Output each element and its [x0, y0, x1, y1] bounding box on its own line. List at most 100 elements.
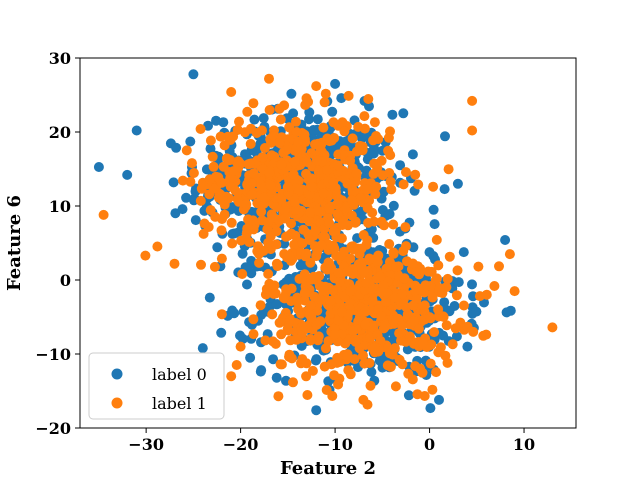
point-label-1 [381, 296, 391, 307]
point-label-1 [337, 220, 348, 230]
point-label-1 [188, 168, 199, 178]
point-label-1 [458, 300, 469, 311]
point-label-1 [348, 244, 359, 255]
point-label-1 [329, 329, 340, 340]
point-label-1 [333, 379, 344, 390]
point-label-0 [395, 160, 406, 171]
point-label-1 [415, 263, 426, 274]
point-label-1 [413, 323, 424, 334]
point-label-1 [324, 258, 335, 268]
point-label-1 [380, 321, 391, 332]
point-label-1 [177, 175, 188, 186]
point-label-1 [329, 183, 340, 194]
point-label-0 [272, 299, 283, 310]
point-label-1 [364, 254, 375, 265]
point-label-1 [301, 248, 312, 259]
point-label-0 [366, 367, 377, 377]
point-label-1 [288, 169, 299, 180]
point-label-1 [271, 226, 282, 237]
point-label-1 [364, 358, 375, 368]
point-label-1 [427, 292, 438, 303]
point-label-1 [245, 138, 256, 149]
legend-label-1: label 1 [152, 394, 207, 413]
point-label-1 [447, 339, 458, 350]
point-label-1 [390, 381, 401, 392]
point-label-1 [299, 321, 310, 332]
point-label-0 [177, 204, 188, 215]
point-label-0 [471, 306, 482, 317]
point-label-1 [276, 359, 287, 370]
point-label-1 [322, 165, 333, 175]
point-label-0 [197, 343, 208, 354]
point-label-1 [187, 158, 197, 169]
point-label-1 [274, 137, 285, 148]
point-label-1 [279, 205, 290, 216]
point-label-0 [310, 355, 321, 366]
point-label-1 [339, 126, 350, 137]
point-label-1 [243, 214, 254, 225]
point-label-1 [353, 121, 364, 132]
point-label-1 [408, 300, 419, 311]
point-label-1 [396, 320, 407, 331]
point-label-1 [468, 326, 479, 337]
x-axis-label: Feature 2 [280, 458, 376, 479]
point-label-0 [286, 88, 297, 99]
point-label-1 [248, 168, 259, 179]
point-label-1 [376, 310, 386, 321]
point-label-1 [400, 222, 411, 233]
point-label-1 [244, 158, 255, 169]
point-label-1 [316, 295, 327, 306]
point-label-1 [306, 173, 317, 184]
point-label-1 [442, 357, 453, 368]
point-label-1 [276, 194, 287, 204]
point-label-1 [276, 329, 287, 340]
point-label-0 [388, 200, 399, 211]
point-label-1 [348, 325, 359, 336]
point-label-1 [444, 251, 455, 262]
point-label-0 [131, 125, 142, 136]
point-label-1 [324, 203, 335, 214]
point-label-1 [209, 261, 220, 272]
point-label-1 [371, 159, 382, 169]
x-tick-label: 0 [424, 435, 435, 454]
point-label-1 [258, 245, 269, 256]
point-label-1 [302, 390, 313, 400]
point-label-1 [494, 261, 504, 272]
point-label-1 [262, 217, 273, 228]
point-label-1 [264, 167, 275, 178]
point-label-1 [301, 358, 312, 369]
point-label-1 [383, 132, 394, 143]
point-label-1 [473, 261, 484, 272]
point-label-1 [408, 316, 419, 327]
point-label-1 [280, 213, 291, 224]
point-label-1 [346, 210, 357, 221]
point-label-0 [501, 307, 512, 318]
point-label-1 [350, 336, 361, 347]
point-label-0 [452, 178, 463, 189]
point-label-1 [342, 351, 353, 362]
point-label-1 [370, 189, 381, 200]
point-label-1 [241, 199, 252, 210]
y-tick-label: 20 [49, 123, 71, 142]
point-label-0 [227, 305, 238, 316]
point-label-1 [411, 286, 422, 297]
legend-label-0: label 0 [152, 365, 207, 384]
point-label-1 [351, 168, 362, 179]
point-label-1 [419, 300, 430, 311]
point-label-1 [226, 87, 237, 97]
point-label-1 [452, 265, 463, 276]
legend: label 0 label 1 [88, 352, 225, 420]
point-label-0 [295, 260, 306, 271]
point-label-1 [410, 169, 421, 180]
point-label-1 [433, 304, 444, 315]
point-label-1 [267, 309, 278, 320]
point-label-1 [169, 258, 180, 269]
point-label-0 [237, 248, 248, 259]
point-label-1 [412, 389, 423, 400]
point-label-1 [278, 292, 289, 303]
point-label-1 [257, 152, 268, 163]
point-label-1 [273, 391, 284, 402]
point-label-1 [204, 174, 215, 185]
point-label-1 [285, 314, 296, 325]
point-label-1 [356, 243, 367, 254]
